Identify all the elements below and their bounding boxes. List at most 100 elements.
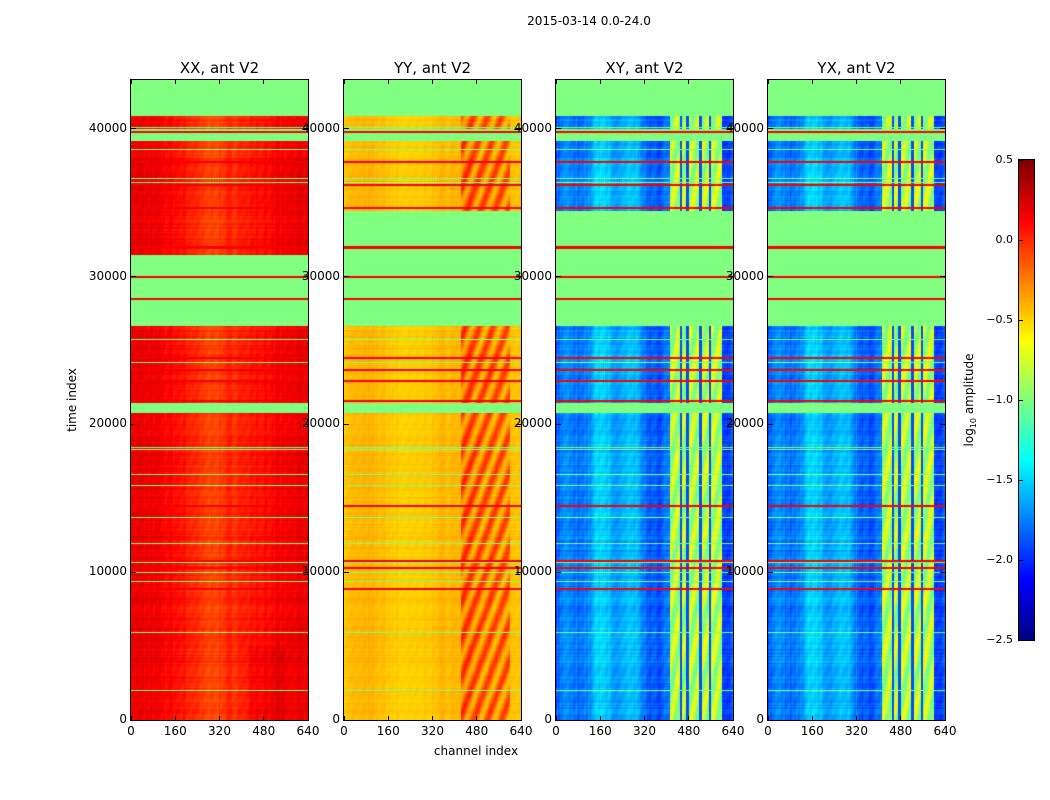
x-tick-mark [432,716,433,720]
y-tick-mark [344,276,349,278]
y-tick-mark [940,276,945,278]
y-tick-mark [131,719,136,721]
x-tick-label: 480 [465,724,489,738]
y-tick-mark [516,128,521,130]
y-tick-label: 40000 [725,120,764,135]
x-tick-label: 160 [800,724,824,738]
x-tick-mark [476,716,478,720]
x-tick-label: 480 [252,724,276,738]
y-tick-mark [303,423,308,425]
x-tick-label: 160 [588,724,612,738]
y-tick-mark [344,571,349,573]
y-tick-mark [768,128,773,130]
y-tick-label: 20000 [301,416,340,431]
x-tick-mark [263,80,265,84]
x-tick-mark [520,80,522,84]
x-tick-label: 160 [163,724,187,738]
x-tick-mark [555,716,557,720]
colorbar-tick-label: −2.5 [986,633,1013,646]
figure-title: 2015-03-14 0.0-24.0 [527,14,651,28]
x-tick-mark [520,716,522,720]
x-tick-mark [644,80,645,84]
y-tick-mark [728,276,733,278]
y-tick-label: 20000 [513,416,552,431]
y-tick-label: 40000 [301,120,340,135]
y-tick-mark [516,276,521,278]
x-tick-mark [688,80,690,84]
colorbar-tick-mark [1019,239,1023,241]
heatmap-panel [555,79,734,721]
x-tick-label: 0 [552,724,560,738]
x-tick-mark [856,80,857,84]
heatmap-image [768,80,945,720]
colorbar [1018,159,1035,641]
colorbar-tick-label: −1.5 [986,473,1013,486]
x-tick-mark [732,716,734,720]
y-tick-label: 0 [119,712,127,726]
colorbar-tick-label: −1.0 [986,393,1013,406]
y-tick-label: 10000 [88,564,127,579]
y-tick-mark [344,128,349,130]
y-tick-mark [940,128,945,130]
x-tick-mark [219,80,220,84]
x-tick-label: 480 [889,724,913,738]
x-tick-mark [811,716,813,720]
x-tick-mark [555,80,557,84]
y-tick-label: 10000 [301,564,340,579]
colorbar-tick-mark [1019,639,1023,641]
x-tick-label: 320 [633,724,656,738]
x-tick-mark [307,716,309,720]
x-tick-mark [688,716,690,720]
y-tick-mark [344,423,349,425]
x-tick-mark [387,80,389,84]
x-tick-label: 0 [127,724,135,738]
colorbar-label-amplitude: amplitude [961,353,976,418]
y-tick-mark [768,276,773,278]
x-tick-label: 160 [376,724,400,738]
x-tick-label: 640 [296,724,320,738]
colorbar-tick-label: 0.0 [995,233,1014,246]
y-tick-mark [556,571,561,573]
y-tick-mark [940,571,945,573]
y-tick-label: 30000 [513,268,552,283]
x-tick-mark [944,80,946,84]
colorbar-tick-mark [1019,479,1023,481]
y-tick-mark [940,423,945,425]
y-tick-label: 30000 [88,268,127,283]
y-tick-mark [728,719,733,721]
x-tick-mark [307,80,309,84]
x-tick-mark [263,716,265,720]
x-tick-mark [476,80,478,84]
colorbar-tick-label: −2.0 [986,553,1013,566]
x-tick-mark [811,80,813,84]
x-tick-label: 320 [421,724,444,738]
x-tick-mark [130,716,132,720]
y-tick-mark [516,719,521,721]
x-tick-mark [599,716,601,720]
x-tick-label: 0 [764,724,772,738]
y-tick-mark [303,128,308,130]
x-tick-mark [387,716,389,720]
y-tick-mark [131,128,136,130]
y-tick-mark [303,719,308,721]
y-tick-label: 40000 [88,120,127,135]
x-tick-label: 320 [845,724,868,738]
y-tick-mark [131,571,136,573]
x-tick-label: 640 [721,724,745,738]
x-tick-mark [343,80,345,84]
y-tick-mark [556,423,561,425]
y-tick-label: 10000 [513,564,552,579]
x-axis-label: channel index [433,744,519,758]
panel-title: YX, ant V2 [817,59,896,77]
heatmap-image [556,80,733,720]
heatmap-image [344,80,521,720]
y-tick-mark [131,276,136,278]
y-tick-mark [131,423,136,425]
x-tick-label: 320 [208,724,231,738]
x-tick-mark [343,716,345,720]
y-tick-mark [728,128,733,130]
panel-title: XX, ant V2 [179,59,260,77]
panel-title: YY, ant V2 [393,59,471,77]
x-tick-mark [644,716,645,720]
heatmap-panel [343,79,522,721]
